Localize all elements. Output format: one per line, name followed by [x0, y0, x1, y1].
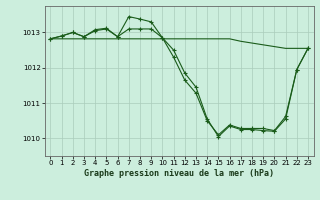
- X-axis label: Graphe pression niveau de la mer (hPa): Graphe pression niveau de la mer (hPa): [84, 169, 274, 178]
